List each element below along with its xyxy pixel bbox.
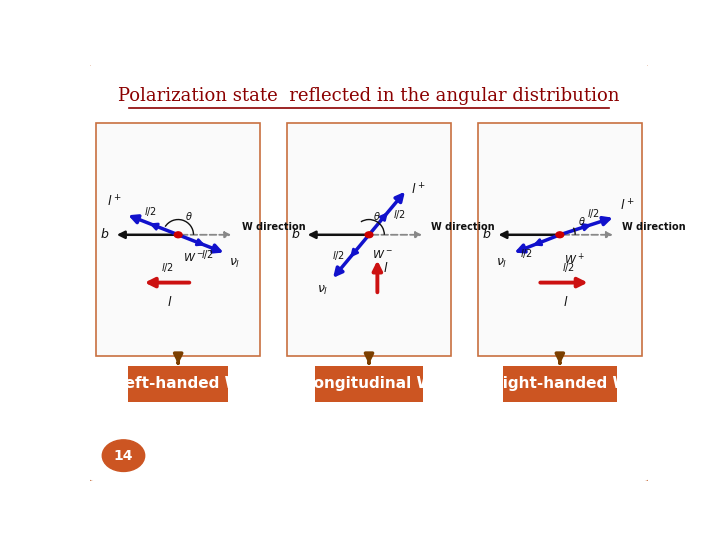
Text: $\nu_l$: $\nu_l$: [496, 257, 508, 270]
Text: $l^+$: $l^+$: [620, 198, 634, 213]
Text: $\theta$: $\theta$: [374, 210, 382, 222]
Text: W direction: W direction: [622, 222, 686, 232]
Text: W direction: W direction: [243, 222, 306, 232]
Text: b: b: [292, 228, 300, 241]
Circle shape: [102, 440, 145, 471]
FancyBboxPatch shape: [315, 366, 423, 402]
Circle shape: [556, 232, 564, 238]
Text: $l$: $l$: [167, 295, 173, 309]
FancyBboxPatch shape: [287, 123, 451, 356]
FancyBboxPatch shape: [503, 366, 617, 402]
Text: 14: 14: [114, 449, 133, 463]
Text: Polarization state  reflected in the angular distribution: Polarization state reflected in the angu…: [118, 87, 620, 105]
Text: W direction: W direction: [431, 222, 495, 232]
Text: $l/2$: $l/2$: [587, 207, 600, 220]
Text: $l^+$: $l^+$: [411, 182, 426, 197]
Text: $l/2$: $l/2$: [521, 247, 533, 260]
Text: b: b: [101, 228, 109, 241]
Text: Right-handed W: Right-handed W: [490, 376, 629, 392]
Text: $l/2$: $l/2$: [562, 261, 575, 274]
Circle shape: [365, 232, 373, 238]
Text: Longitudinal W: Longitudinal W: [305, 376, 433, 392]
Text: $\nu_l$: $\nu_l$: [317, 284, 328, 297]
Text: $l/2$: $l/2$: [145, 205, 157, 218]
Text: $l/2$: $l/2$: [392, 208, 405, 221]
Text: $W^-$: $W^-$: [372, 248, 392, 260]
FancyBboxPatch shape: [477, 123, 642, 356]
FancyBboxPatch shape: [128, 366, 228, 402]
Text: $\theta$: $\theta$: [185, 210, 193, 222]
Text: $l/2$: $l/2$: [333, 248, 346, 261]
Text: $\nu_l$: $\nu_l$: [229, 257, 240, 270]
Text: Left-handed W: Left-handed W: [115, 376, 241, 392]
Text: $l/2$: $l/2$: [161, 261, 174, 274]
Text: $l$: $l$: [563, 295, 568, 309]
Text: $\theta$: $\theta$: [577, 215, 585, 227]
Text: $l^+$: $l^+$: [107, 194, 121, 209]
Text: $W^-$: $W^-$: [183, 252, 204, 264]
Circle shape: [174, 232, 182, 238]
Text: $W^+$: $W^+$: [564, 252, 585, 267]
FancyBboxPatch shape: [87, 63, 651, 483]
Text: $l/2$: $l/2$: [202, 248, 214, 261]
Text: $l$: $l$: [383, 261, 388, 275]
FancyBboxPatch shape: [96, 123, 261, 356]
Text: b: b: [482, 228, 490, 241]
